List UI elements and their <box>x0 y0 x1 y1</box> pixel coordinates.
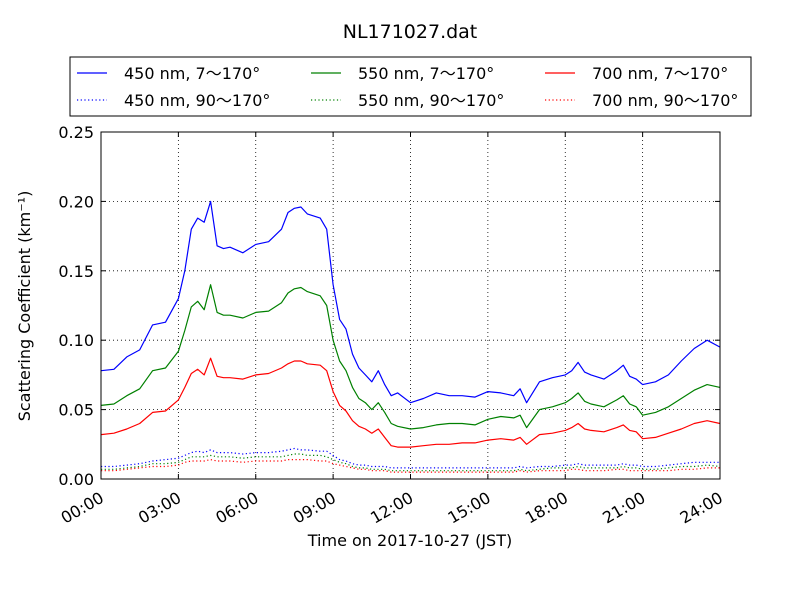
y-tick-label: 0.15 <box>58 262 94 281</box>
x-axis-label: Time on 2017-10-27 (JST) <box>307 531 512 550</box>
y-tick-label: 0.10 <box>58 331 94 350</box>
series-layer <box>100 200 721 473</box>
legend-label-0: 450 nm, 7～170° <box>124 64 260 83</box>
y-tick-label: 0.00 <box>58 470 94 489</box>
legend-label-3: 550 nm, 90～170° <box>358 91 504 110</box>
y-axis-label: Scattering Coefficient (km⁻¹) <box>15 191 34 422</box>
legend-label-2: 550 nm, 7～170° <box>358 64 494 83</box>
series-line-4 <box>100 357 721 448</box>
y-axis-ticks: 0.00 0.05 0.10 0.15 0.20 0.25 <box>58 123 720 489</box>
series-line-0 <box>100 200 721 404</box>
legend-label-4: 700 nm, 7～170° <box>592 64 728 83</box>
legend: 450 nm, 7～170° 450 nm, 90～170° 550 nm, 7～1… <box>69 56 752 117</box>
legend-box <box>69 56 752 117</box>
legend-label-5: 700 nm, 90～170° <box>592 91 738 110</box>
y-tick-label: 0.20 <box>58 192 94 211</box>
chart-title: NL171027.dat <box>343 21 478 43</box>
series-line-2 <box>100 284 721 430</box>
series-line-3 <box>101 453 721 472</box>
legend-label-1: 450 nm, 90～170° <box>124 91 270 110</box>
y-tick-label: 0.05 <box>58 401 94 420</box>
series-line-1 <box>101 447 720 469</box>
y-tick-label: 0.25 <box>58 123 94 142</box>
